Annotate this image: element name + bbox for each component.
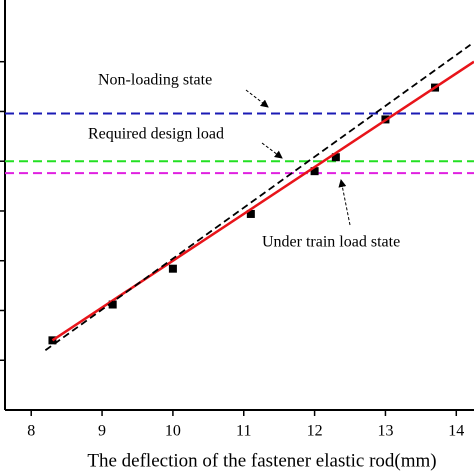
annotation-arrow <box>245 89 269 108</box>
x-tick-label: 14 <box>448 423 464 440</box>
data-point <box>108 300 117 309</box>
data-point <box>331 153 340 162</box>
annotation: Under train load state <box>262 234 400 251</box>
x-tick-label: 8 <box>27 423 35 440</box>
x-tick-label: 11 <box>236 423 251 440</box>
annotation-arrow <box>338 179 351 226</box>
x-tick-label: 10 <box>165 423 181 440</box>
annotation: Non-loading state <box>98 72 212 89</box>
data-point <box>168 264 177 273</box>
x-tick-label: 13 <box>377 423 393 440</box>
reference-trend <box>44 44 471 352</box>
x-tick-label: 9 <box>98 423 106 440</box>
fit-line <box>51 60 474 342</box>
x-tick-label: 12 <box>307 423 323 440</box>
annotation: Required design load <box>88 126 224 143</box>
annotation-arrow <box>261 142 283 159</box>
data-point <box>310 167 319 176</box>
x-axis-label: The deflection of the fastener elastic r… <box>87 450 436 471</box>
data-point <box>246 209 255 218</box>
